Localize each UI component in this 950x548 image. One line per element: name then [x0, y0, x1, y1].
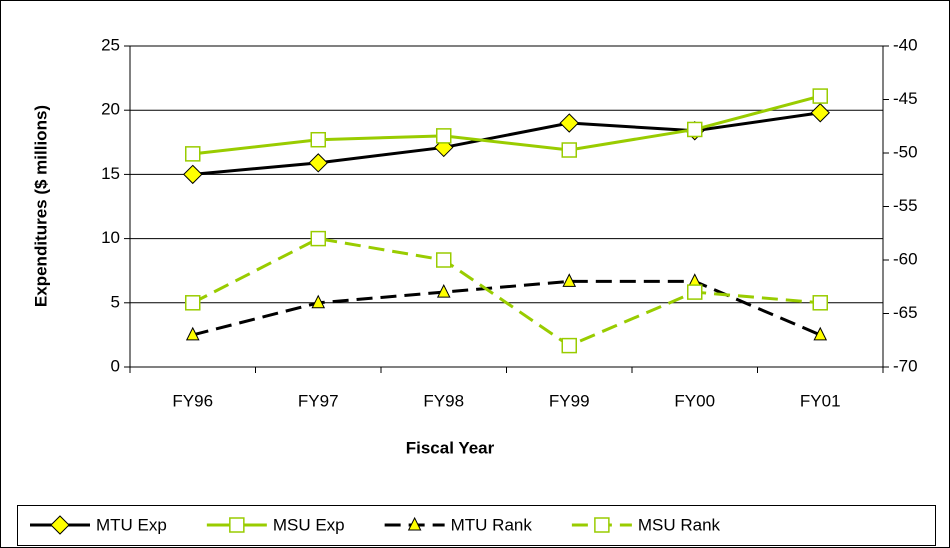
legend-label: MSU Exp [273, 515, 345, 534]
data-point [310, 131, 326, 148]
series-line [192, 111, 821, 176]
x-tick-label: FY01 [800, 391, 841, 410]
x-tick-label: FY00 [674, 391, 715, 410]
y2-tick-label: -70 [893, 356, 918, 375]
data-point [436, 128, 452, 144]
y-axis-title: Expenditures ($ millions) [31, 105, 50, 307]
data-point [812, 295, 828, 311]
y-tick-label: 20 [101, 100, 120, 119]
x-tick-label: FY98 [423, 391, 464, 410]
x-tick-label: FY97 [298, 391, 339, 410]
y2-tick-label: -65 [893, 303, 918, 322]
data-point [561, 337, 577, 354]
legend-marker [407, 516, 422, 531]
legend-label: MTU Exp [96, 515, 167, 534]
data-point [185, 326, 200, 341]
data-point [436, 252, 452, 268]
legend-box [17, 505, 936, 546]
legend-marker [229, 517, 245, 533]
data-point [308, 153, 328, 173]
legend-label: MSU Rank [638, 515, 721, 534]
data-point [183, 164, 203, 185]
y-tick-label: 0 [111, 356, 120, 375]
y2-tick-label: -55 [893, 196, 918, 215]
x-tick-label: FY96 [172, 391, 213, 410]
data-point [559, 113, 579, 133]
legend-marker [50, 515, 70, 535]
y-tick-label: 25 [101, 35, 120, 54]
legend-label: MTU Rank [451, 515, 533, 534]
y2-tick-label: -40 [893, 35, 918, 54]
data-point [813, 326, 828, 341]
data-point [687, 121, 703, 138]
y2-tick-label: -45 [893, 89, 918, 108]
data-point [185, 295, 201, 311]
data-point [812, 88, 828, 104]
legend-marker [594, 517, 610, 533]
data-point [436, 283, 451, 298]
data-point [311, 294, 326, 309]
series-line [192, 237, 821, 348]
series-line [192, 94, 821, 156]
data-point [562, 273, 577, 287]
series-line [192, 279, 821, 337]
data-point [185, 146, 201, 162]
data-point [310, 230, 326, 247]
y-tick-label: 15 [101, 164, 120, 183]
y-tick-label: 10 [101, 228, 120, 247]
y2-tick-label: -50 [893, 142, 918, 161]
y2-tick-label: -60 [893, 249, 918, 268]
y-tick-label: 5 [111, 292, 120, 311]
x-tick-label: FY99 [549, 391, 590, 410]
data-point [810, 103, 830, 123]
x-axis-title: Fiscal Year [406, 438, 495, 457]
data-point [687, 284, 703, 300]
data-point [561, 142, 577, 158]
